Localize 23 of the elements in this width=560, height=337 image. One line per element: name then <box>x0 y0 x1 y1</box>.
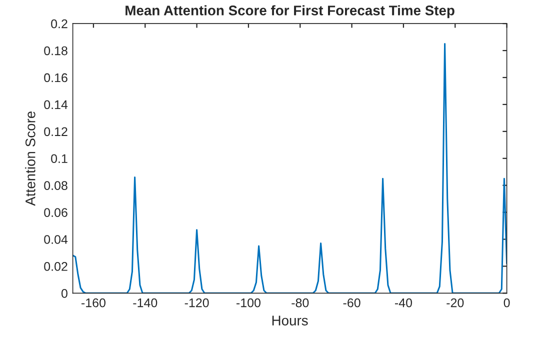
x-tick-label: -100 <box>236 298 260 308</box>
y-tick-label: 0.2 <box>51 19 68 28</box>
y-tick-label: 0.14 <box>44 100 68 110</box>
y-axis-title: Attention Score <box>25 112 36 206</box>
x-tick-label: -160 <box>82 298 106 308</box>
x-tick-label: 0 <box>504 298 510 308</box>
x-tick-label: -80 <box>292 298 309 308</box>
y-tick-label: 0.12 <box>44 127 68 136</box>
x-tick-label: -20 <box>446 298 464 308</box>
y-tick-label: 0.02 <box>44 262 68 271</box>
y-tick-label: 0.06 <box>44 208 68 217</box>
y-tick-label: 0.18 <box>44 46 68 56</box>
chart-title: Mean Attention Score for First Forecast Time Step <box>126 5 454 18</box>
y-tick-label: 0.04 <box>44 235 68 244</box>
y-tick-label: 0.1 <box>51 154 68 164</box>
y-tick-label: 0.16 <box>44 73 68 82</box>
y-tick-label: 0.08 <box>44 181 68 190</box>
x-tick-label: -60 <box>343 298 360 308</box>
x-tick-label: -140 <box>133 298 158 308</box>
x-axis-title: Hours <box>272 316 308 326</box>
y-tick-label: 0 <box>61 288 68 298</box>
x-tick-label: -120 <box>184 298 209 308</box>
x-tick-label: -40 <box>394 298 412 308</box>
